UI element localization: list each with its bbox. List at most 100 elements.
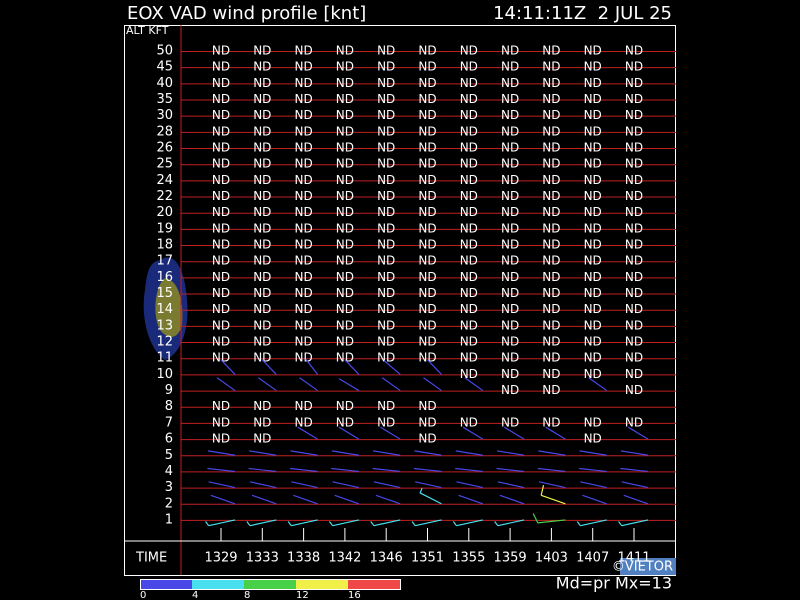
- no-data: ND: [542, 351, 560, 365]
- wind-barb: [248, 467, 277, 473]
- no-data: ND: [418, 351, 436, 365]
- wind-barb: [208, 481, 236, 489]
- wind-barb: [620, 467, 649, 473]
- wind-barb: [373, 481, 401, 489]
- no-data: ND: [625, 415, 643, 429]
- time-label: 1342: [328, 551, 361, 566]
- no-data: ND: [253, 270, 271, 284]
- no-data: ND: [212, 173, 230, 187]
- no-data: ND: [418, 189, 436, 203]
- no-data: ND: [336, 173, 354, 187]
- no-data: ND: [542, 60, 560, 74]
- no-data: ND: [501, 221, 519, 235]
- wind-barb: [373, 450, 401, 456]
- scale-segment: [192, 579, 244, 589]
- no-data: ND: [501, 141, 519, 155]
- no-data: ND: [336, 399, 354, 413]
- no-data: ND: [542, 205, 560, 219]
- no-data: ND: [377, 60, 395, 74]
- no-data: ND: [460, 286, 478, 300]
- wind-barb: [383, 360, 401, 375]
- no-data: ND: [253, 221, 271, 235]
- no-data: ND: [212, 415, 230, 429]
- no-data: ND: [336, 302, 354, 316]
- no-data: ND: [294, 205, 312, 219]
- no-data: ND: [253, 44, 271, 58]
- no-data: ND: [625, 173, 643, 187]
- no-data: ND: [377, 44, 395, 58]
- no-data: ND: [460, 92, 478, 106]
- no-data: ND: [212, 270, 230, 284]
- altitude-label: 5: [165, 448, 173, 463]
- no-data: ND: [501, 92, 519, 106]
- no-data: ND: [212, 238, 230, 252]
- no-data: ND: [542, 415, 560, 429]
- no-data: ND: [377, 124, 395, 138]
- no-data: ND: [253, 189, 271, 203]
- no-data: ND: [294, 124, 312, 138]
- altitude-label: 11: [156, 351, 173, 366]
- altitude-label: 2: [165, 496, 173, 511]
- no-data: ND: [501, 108, 519, 122]
- wind-barb: [579, 450, 607, 456]
- no-data: ND: [212, 286, 230, 300]
- no-data: ND: [212, 44, 230, 58]
- no-data: ND: [336, 351, 354, 365]
- no-data: ND: [253, 318, 271, 332]
- wind-barb: [305, 358, 319, 375]
- altitude-label: 8: [165, 399, 173, 414]
- no-data: ND: [377, 141, 395, 155]
- no-data: ND: [584, 286, 602, 300]
- scale-frame: [140, 579, 401, 590]
- no-data: ND: [377, 318, 395, 332]
- no-data: ND: [501, 189, 519, 203]
- no-data: ND: [584, 254, 602, 268]
- no-data: ND: [501, 60, 519, 74]
- wind-barb: [423, 377, 442, 392]
- no-data: ND: [584, 205, 602, 219]
- no-data: ND: [212, 351, 230, 365]
- no-data: ND: [212, 92, 230, 106]
- wind-barb: [411, 519, 442, 527]
- no-data: ND: [336, 189, 354, 203]
- no-data: ND: [377, 351, 395, 365]
- no-data: ND: [294, 60, 312, 74]
- no-data: ND: [501, 367, 519, 381]
- no-data: ND: [625, 221, 643, 235]
- wind-barb: [618, 519, 649, 527]
- no-data: ND: [542, 270, 560, 284]
- no-data: ND: [584, 92, 602, 106]
- no-data: ND: [460, 367, 478, 381]
- no-data: ND: [460, 221, 478, 235]
- wind-barb: [464, 377, 484, 392]
- no-data: ND: [584, 44, 602, 58]
- wind-barb: [290, 450, 318, 456]
- no-data: ND: [542, 92, 560, 106]
- wind-barb: [257, 377, 277, 392]
- wind-barb: [455, 450, 483, 456]
- altitude-label: 9: [165, 383, 173, 398]
- no-data: ND: [377, 76, 395, 90]
- time-label: 1407: [576, 551, 609, 566]
- no-data: ND: [584, 415, 602, 429]
- time-label: 1403: [535, 551, 568, 566]
- no-data: ND: [377, 302, 395, 316]
- no-data: ND: [377, 238, 395, 252]
- no-data: ND: [625, 205, 643, 219]
- scale-label: 4: [192, 590, 198, 600]
- wind-barb: [205, 519, 236, 527]
- no-data: ND: [625, 124, 643, 138]
- altitude-label: 40: [156, 76, 173, 91]
- no-data: ND: [542, 173, 560, 187]
- no-data: ND: [212, 335, 230, 349]
- no-data: ND: [253, 60, 271, 74]
- altitude-label: 35: [156, 92, 173, 107]
- no-data: ND: [625, 141, 643, 155]
- scale-segment: [244, 579, 296, 589]
- no-data: ND: [294, 44, 312, 58]
- altitude-label: 1: [165, 512, 173, 527]
- altitude-label: 16: [156, 270, 173, 285]
- no-data: ND: [625, 189, 643, 203]
- no-data: ND: [542, 189, 560, 203]
